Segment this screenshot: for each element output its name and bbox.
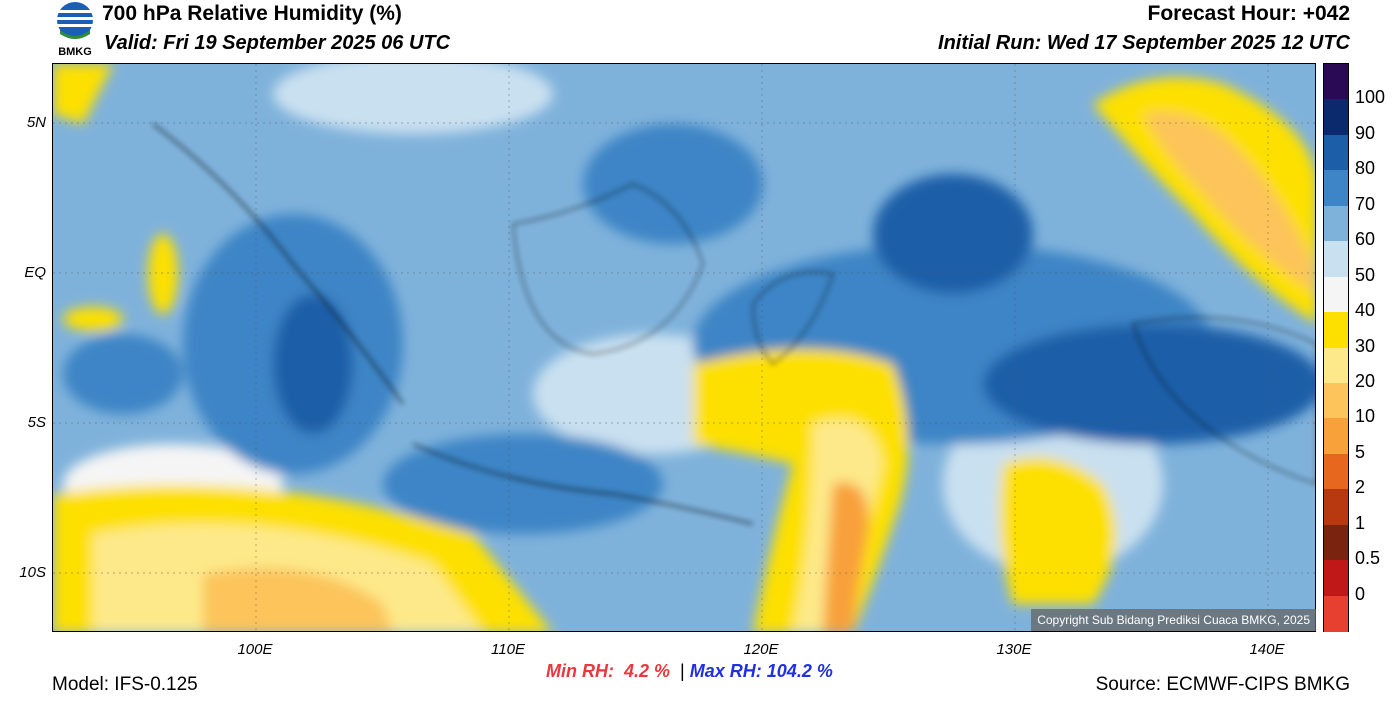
copyright-notice: Copyright Sub Bidang Prediksi Cuaca BMKG…: [1031, 609, 1316, 631]
forecast-hour: Forecast Hour: +042: [1147, 2, 1351, 25]
colorbar-label: 2: [1355, 477, 1366, 498]
lon-label-110e: 110E: [491, 641, 525, 658]
colorbar-segment: [1324, 489, 1348, 526]
map-title: 700 hPa Relative Humidity (%): [102, 2, 402, 25]
colorbar-label: 30: [1355, 335, 1376, 356]
initial-run: Initial Run: Wed 17 September 2025 12 UT…: [938, 32, 1350, 54]
colorbar-segment: [1324, 99, 1348, 136]
colorbar-label: 1: [1355, 512, 1366, 533]
lat-label-5s: 5S: [27, 414, 46, 431]
stats-separator: |: [680, 661, 685, 681]
colorbar-segment: [1324, 382, 1348, 419]
colorbar-segment: [1324, 560, 1348, 597]
lon-label-140e: 140E: [1249, 641, 1285, 658]
colorbar-segment: [1324, 347, 1348, 384]
colorbar: [1323, 63, 1349, 632]
colorbar-label: 70: [1355, 193, 1376, 214]
humidity-field: [53, 64, 1315, 631]
colorbar-segment: [1324, 418, 1348, 455]
lat-label-10s: 10S: [19, 564, 46, 581]
colorbar-segment: [1324, 312, 1348, 349]
valid-time: Valid: Fri 19 September 2025 06 UTC: [104, 32, 451, 54]
colorbar-label: 50: [1355, 264, 1376, 285]
logo-text: BMKG: [58, 46, 92, 58]
min-rh-value: 4.2 %: [624, 661, 671, 681]
colorbar-label: 80: [1355, 158, 1376, 179]
colorbar-label: 60: [1355, 229, 1376, 250]
colorbar-label: 10: [1355, 406, 1376, 427]
colorbar-segment: [1324, 64, 1348, 100]
colorbar-segment: [1324, 205, 1348, 242]
lat-label-eq: EQ: [24, 264, 46, 281]
colorbar-segment: [1324, 276, 1348, 313]
colorbar-label: 20: [1355, 370, 1376, 391]
model-info: Model: IFS-0.125: [52, 674, 198, 695]
lon-label-130e: 130E: [996, 641, 1032, 658]
colorbar-label: 40: [1355, 300, 1376, 321]
rh-stats: Min RH: 4.2 % | Max RH: 104.2 %: [546, 661, 833, 682]
lat-label-5n: 5N: [26, 114, 46, 131]
min-rh-label: Min RH:: [546, 661, 614, 681]
colorbar-label: 100: [1355, 87, 1386, 108]
source-info: Source: ECMWF-CIPS BMKG: [1095, 674, 1350, 695]
colorbar-label: 0.5: [1355, 548, 1381, 569]
max-rh-label: Max RH:: [689, 661, 762, 681]
colorbar-segment: [1324, 524, 1348, 561]
colorbar-label: 0: [1355, 583, 1366, 604]
colorbar-segment: [1324, 170, 1348, 207]
colorbar-segment: [1324, 241, 1348, 278]
bmkg-logo-icon: [57, 2, 93, 39]
humidity-map: [52, 63, 1316, 632]
colorbar-segment: [1324, 453, 1348, 490]
bmkg-logo: BMKG: [52, 0, 98, 60]
colorbar-segment: [1324, 134, 1348, 171]
colorbar-segment: [1324, 595, 1348, 632]
colorbar-label: 90: [1355, 122, 1376, 143]
max-rh-value: 104.2 %: [766, 661, 833, 681]
colorbar-label: 5: [1355, 441, 1366, 462]
lon-label-100e: 100E: [237, 641, 273, 658]
lon-label-120e: 120E: [743, 641, 779, 658]
